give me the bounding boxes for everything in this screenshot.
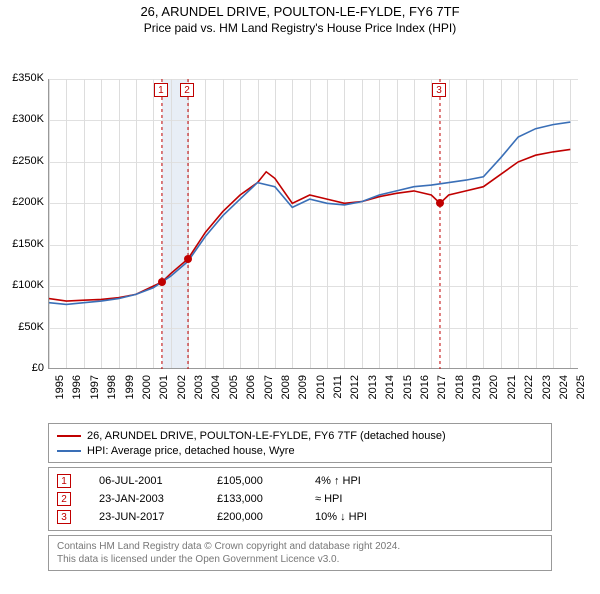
chart-event-badge: 3 — [432, 83, 446, 97]
y-axis-label: £250K — [4, 155, 44, 167]
y-axis-label: £100K — [4, 279, 44, 291]
x-axis-label: 2019 — [471, 375, 483, 405]
x-axis-label: 2005 — [228, 375, 240, 405]
x-axis-label: 2025 — [575, 375, 587, 405]
x-axis-label: 2006 — [245, 375, 257, 405]
chart-region: £0 £50K £100K £150K £200K £250K £300K £350K 1995… — [0, 39, 600, 419]
footer-line1: Contains HM Land Registry data © Crown c… — [57, 540, 543, 553]
legend-label: HPI: Average price, detached house, Wyre — [87, 445, 295, 457]
x-axis-label: 2017 — [436, 375, 448, 405]
event-row: 3 23-JUN-2017 £200,000 10% ↓ HPI — [57, 508, 543, 526]
x-axis-label: 1998 — [106, 375, 118, 405]
x-axis-label: 1999 — [124, 375, 136, 405]
event-note: 10% ↓ HPI — [315, 511, 367, 523]
x-axis-label: 2020 — [488, 375, 500, 405]
x-axis-label: 2001 — [158, 375, 170, 405]
plot-area — [48, 79, 578, 369]
x-axis-label: 2004 — [210, 375, 222, 405]
x-axis-label: 2014 — [384, 375, 396, 405]
event-date: 23-JUN-2017 — [99, 511, 189, 523]
y-axis-label: £150K — [4, 238, 44, 250]
x-axis-label: 1996 — [71, 375, 83, 405]
event-badge: 3 — [57, 510, 71, 524]
event-note: ≈ HPI — [315, 493, 342, 505]
sale-point — [184, 255, 192, 263]
y-axis-label: £200K — [4, 196, 44, 208]
y-axis-label: £300K — [4, 113, 44, 125]
x-axis-label: 2022 — [523, 375, 535, 405]
events-box: 1 06-JUL-2001 £105,000 4% ↑ HPI 2 23-JAN-2003… — [48, 467, 552, 531]
sale-point — [436, 199, 444, 207]
x-axis-label: 2021 — [506, 375, 518, 405]
event-date: 06-JUL-2001 — [99, 475, 189, 487]
x-axis-label: 2023 — [541, 375, 553, 405]
chart-event-badge: 1 — [154, 83, 168, 97]
x-axis-label: 2013 — [367, 375, 379, 405]
x-axis-label: 2000 — [141, 375, 153, 405]
x-axis-label: 2003 — [193, 375, 205, 405]
x-axis-label: 2016 — [419, 375, 431, 405]
legend-box: 26, ARUNDEL DRIVE, POULTON-LE-FYLDE, FY6… — [48, 423, 552, 463]
event-badge: 1 — [57, 474, 71, 488]
x-axis-label: 2008 — [280, 375, 292, 405]
y-axis-label: £0 — [4, 362, 44, 374]
x-axis-label: 2018 — [454, 375, 466, 405]
legend-label: 26, ARUNDEL DRIVE, POULTON-LE-FYLDE, FY6… — [87, 430, 446, 442]
chart-subtitle: Price paid vs. HM Land Registry's House … — [0, 21, 600, 35]
y-axis-label: £50K — [4, 321, 44, 333]
chart-title: 26, ARUNDEL DRIVE, POULTON-LE-FYLDE, FY6… — [0, 4, 600, 19]
event-badge: 2 — [57, 492, 71, 506]
legend-item: 26, ARUNDEL DRIVE, POULTON-LE-FYLDE, FY6… — [57, 428, 543, 443]
event-note: 4% ↑ HPI — [315, 475, 361, 487]
x-axis-label: 2012 — [349, 375, 361, 405]
event-row: 2 23-JAN-2003 £133,000 ≈ HPI — [57, 490, 543, 508]
x-axis-label: 2002 — [176, 375, 188, 405]
legend-item: HPI: Average price, detached house, Wyre — [57, 443, 543, 458]
series-price_paid — [49, 149, 570, 301]
footer-box: Contains HM Land Registry data © Crown c… — [48, 535, 552, 571]
x-axis-label: 2011 — [332, 375, 344, 405]
event-price: £200,000 — [217, 511, 287, 523]
legend-line-swatch — [57, 450, 81, 452]
event-price: £133,000 — [217, 493, 287, 505]
sale-point — [158, 278, 166, 286]
x-axis-label: 2015 — [402, 375, 414, 405]
x-axis-label: 2010 — [315, 375, 327, 405]
event-price: £105,000 — [217, 475, 287, 487]
event-date: 23-JAN-2003 — [99, 493, 189, 505]
x-axis-label: 2009 — [297, 375, 309, 405]
x-axis-label: 2024 — [558, 375, 570, 405]
y-axis-label: £350K — [4, 72, 44, 84]
series-hpi — [49, 122, 570, 304]
x-axis-label: 1995 — [54, 375, 66, 405]
chart-event-badge: 2 — [180, 83, 194, 97]
series-lines — [49, 79, 579, 369]
event-row: 1 06-JUL-2001 £105,000 4% ↑ HPI — [57, 472, 543, 490]
legend-line-swatch — [57, 435, 81, 437]
x-axis-label: 1997 — [89, 375, 101, 405]
footer-line2: This data is licensed under the Open Gov… — [57, 553, 543, 566]
x-axis-label: 2007 — [263, 375, 275, 405]
